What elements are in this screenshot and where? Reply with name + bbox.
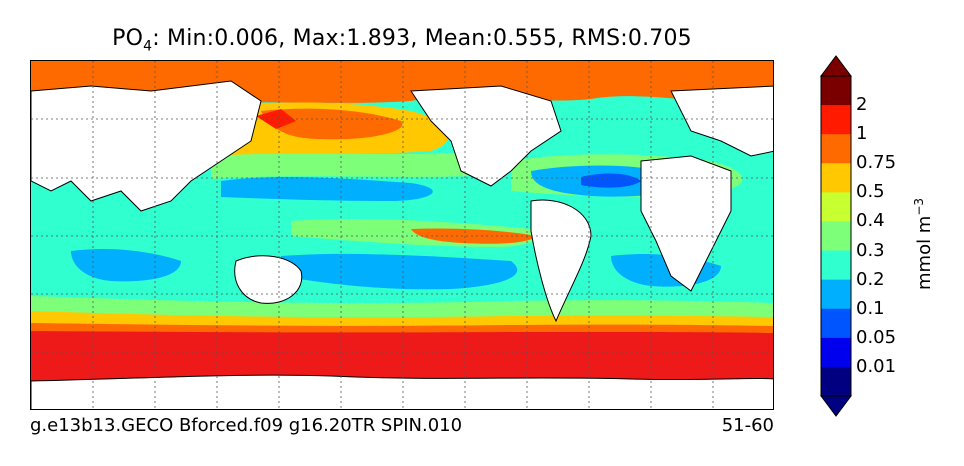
- colorbar-tick-label: 0.75: [856, 152, 897, 174]
- years-label: 51-60: [721, 415, 774, 436]
- colorbar-tick-label: 0.2: [856, 268, 885, 290]
- antarctica-land: [31, 374, 773, 409]
- colorbar-swatch: [821, 366, 851, 397]
- north-pacific-orange: [261, 108, 403, 140]
- australia-land: [234, 255, 303, 304]
- title-stats: : Min:0.006, Max:1.893, Mean:0.555, RMS:…: [152, 26, 692, 51]
- south-pacific-gyre: [281, 253, 518, 290]
- ocean-map: [30, 60, 774, 410]
- colorbar-tick-label: 0.5: [856, 181, 885, 203]
- south-america-land: [530, 199, 592, 323]
- colorbar-swatch: [821, 221, 851, 252]
- north-pacific-gyre: [221, 177, 433, 201]
- colorbar-frame: [820, 75, 852, 397]
- colorbar-tick-label: 0.01: [856, 355, 897, 377]
- colorbar-unit-label: mmol m−3: [912, 197, 935, 290]
- colorbar-swatch: [821, 337, 851, 368]
- colorbar-bottom-arrow: [820, 395, 852, 417]
- colorbar-swatch: [821, 105, 851, 135]
- equatorial-orange: [411, 228, 536, 244]
- colorbar-swatches: [821, 76, 851, 397]
- map-canvas: [31, 61, 773, 409]
- colorbar-swatch: [821, 163, 851, 193]
- colorbar-tick-label: 1: [856, 123, 868, 145]
- lat-lon-grid: [31, 61, 773, 409]
- europe-land: [670, 85, 773, 157]
- chart-title: PO4: Min:0.006, Max:1.893, Mean:0.555, R…: [0, 26, 804, 54]
- sargasso-core: [581, 173, 641, 188]
- colorbar: [820, 55, 852, 417]
- colorbar-tick-label: 0.4: [856, 210, 885, 232]
- colorbar-top-arrow: [820, 55, 852, 77]
- run-name-label: g.e13b13.GECO Bforced.f09 g16.20TR SPIN.…: [30, 415, 463, 436]
- colorbar-tick-label: 2: [856, 94, 868, 116]
- colorbar-tick-label: 0.05: [856, 326, 897, 348]
- eurasia-land: [31, 80, 262, 212]
- colorbar-tick-label: 0.3: [856, 239, 885, 261]
- north-america-land: [410, 85, 562, 187]
- colorbar-swatch: [821, 250, 851, 281]
- colorbar-swatch: [821, 192, 851, 222]
- land-masses: [31, 80, 773, 409]
- colorbar-swatch: [821, 308, 851, 339]
- indian-gyre: [71, 249, 181, 282]
- colorbar-swatch: [821, 76, 851, 106]
- colorbar-swatch: [821, 134, 851, 164]
- north-pacific-green: [211, 153, 496, 179]
- title-variable: PO4: [112, 26, 153, 55]
- colorbar-swatch: [821, 279, 851, 310]
- colorbar-tick-label: 0.1: [856, 297, 885, 319]
- africa-land: [640, 155, 732, 292]
